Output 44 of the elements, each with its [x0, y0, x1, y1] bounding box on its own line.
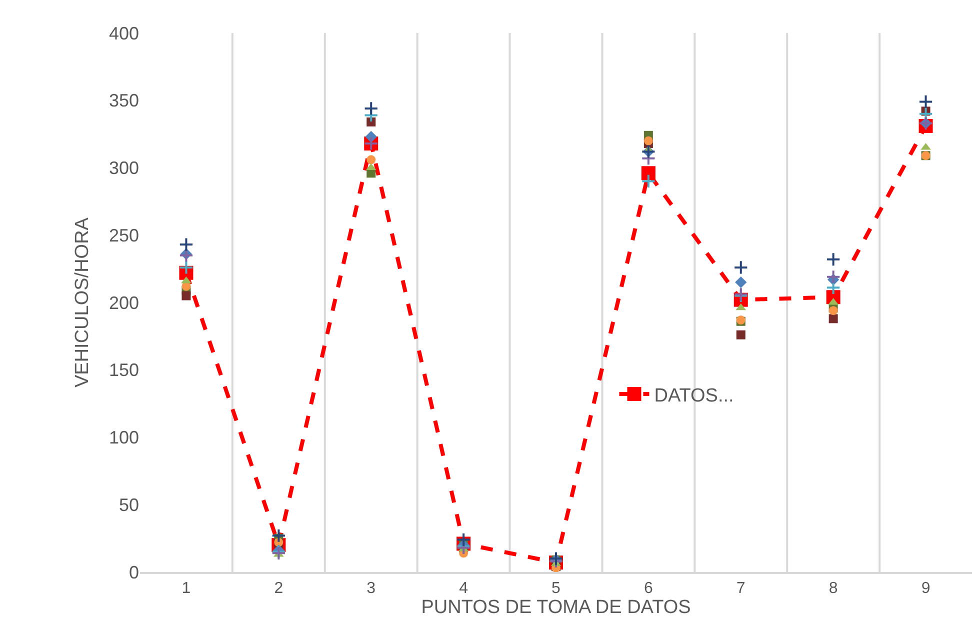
- point: [366, 117, 376, 126]
- y-tick-label: 300: [108, 158, 139, 178]
- x-tick-label: 7: [736, 580, 746, 598]
- x-tick-label: 8: [828, 580, 838, 598]
- point: [826, 270, 841, 284]
- point: [918, 94, 934, 110]
- y-tick-label: 100: [108, 428, 139, 448]
- point: [178, 237, 194, 252]
- point: [364, 101, 378, 116]
- x-tick-label: 2: [274, 580, 284, 598]
- point: [641, 166, 656, 180]
- point: [736, 330, 746, 340]
- x-tick-label: 9: [921, 580, 930, 598]
- x-tick-label: 4: [459, 580, 468, 598]
- y-tick-label: 200: [108, 292, 139, 313]
- legend-label: DATOS...: [654, 385, 734, 406]
- y-tick-label: 150: [108, 360, 139, 380]
- x-tick-label: 6: [644, 580, 653, 598]
- point: [826, 252, 841, 267]
- y-tick-label: 50: [118, 494, 139, 515]
- point: [456, 532, 471, 547]
- point: [734, 260, 748, 275]
- point: [644, 136, 653, 146]
- point: [826, 280, 841, 295]
- point: [181, 276, 192, 284]
- point: [548, 551, 564, 566]
- point: [178, 260, 194, 275]
- point: [271, 528, 286, 543]
- x-tick-label: 3: [366, 580, 376, 598]
- point: [735, 276, 747, 288]
- point: [641, 174, 656, 189]
- y-axis-title: VEHICULOS/HORA: [72, 217, 93, 388]
- y-tick-label: 0: [128, 562, 139, 582]
- x-tick-label: 5: [552, 580, 561, 598]
- y-tick-label: 250: [108, 225, 139, 246]
- x-tick-label: 1: [182, 580, 191, 598]
- point: [178, 248, 194, 263]
- point: [828, 314, 838, 324]
- y-tick-label: 400: [108, 23, 139, 44]
- point: [828, 306, 838, 316]
- point: [366, 155, 376, 164]
- x-axis-title: PUNTOS DE TOMA DE DATOS: [421, 597, 691, 618]
- point: [182, 291, 191, 300]
- y-tick-label: 350: [108, 90, 139, 111]
